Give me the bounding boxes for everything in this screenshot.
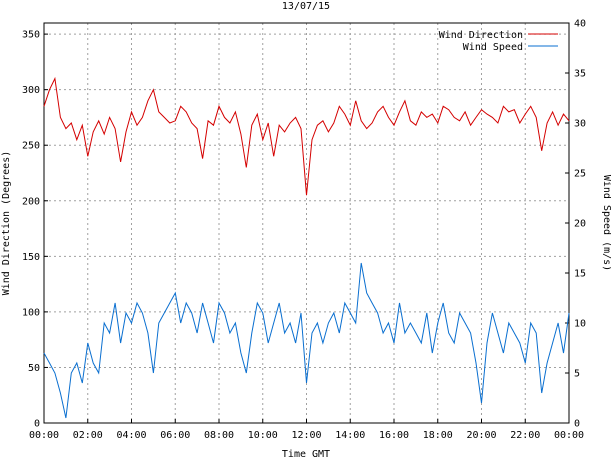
- y-left-tick-label: 250: [22, 141, 40, 152]
- x-tick-label: 10:00: [248, 430, 278, 441]
- x-tick-label: 14:00: [335, 430, 365, 441]
- y-right-tick-label: 25: [574, 169, 586, 180]
- y-left-tick-label: 0: [34, 419, 40, 430]
- legend-label-wind-speed: Wind Speed: [463, 42, 523, 53]
- y-left-tick-label: 150: [22, 252, 40, 263]
- y-left-tick-label: 200: [22, 196, 40, 207]
- grid: [44, 23, 569, 423]
- y-right-tick-label: 20: [574, 219, 586, 230]
- chart-title: 13/07/15: [282, 1, 330, 12]
- x-tick-label: 04:00: [116, 430, 146, 441]
- series-line-wind-direction: [43, 76, 570, 196]
- x-tick-label: 00:00: [29, 430, 59, 441]
- legend-label-wind-direction: Wind Direction: [439, 30, 523, 41]
- y-axis-left: 0 50 100 150 200 250 300 350: [22, 30, 48, 430]
- y-right-tick-label: 5: [574, 369, 580, 380]
- y-right-tick-label: 30: [574, 119, 586, 130]
- y-left-tick-label: 300: [22, 85, 40, 96]
- y-axis-right-label: Wind Speed (m/s): [601, 175, 611, 271]
- x-tick-label: 08:00: [204, 430, 234, 441]
- y-right-tick-label: 10: [574, 319, 586, 330]
- y-right-tick-label: 35: [574, 69, 586, 80]
- y-left-tick-label: 350: [22, 30, 40, 41]
- y-left-tick-label: 100: [22, 307, 40, 318]
- x-tick-label: 00:00: [554, 430, 584, 441]
- y-right-tick-label: 40: [574, 19, 586, 30]
- y-axis-right: 0 5 10 15 20 25 30 35 40: [565, 19, 586, 430]
- x-tick-label: 06:00: [160, 430, 190, 441]
- x-axis-label: Time GMT: [282, 449, 330, 459]
- x-tick-label: 12:00: [291, 430, 321, 441]
- y-right-tick-label: 15: [574, 269, 586, 280]
- x-axis: 00:00 02:00 04:00 06:00 08:00 10:00 12:00 14:00…: [29, 419, 584, 441]
- legend: Wind Direction Wind Speed: [439, 30, 558, 53]
- x-tick-label: 20:00: [466, 430, 496, 441]
- y-axis-left-label: Wind Direction (Degrees): [1, 151, 12, 296]
- x-tick-label: 02:00: [73, 430, 103, 441]
- x-tick-label: 18:00: [423, 430, 453, 441]
- x-tick-label: 22:00: [510, 430, 540, 441]
- series-layer: [43, 76, 570, 419]
- series-line-wind-speed: [43, 262, 570, 419]
- x-tick-label: 16:00: [379, 430, 409, 441]
- y-right-tick-label: 0: [574, 419, 580, 430]
- y-left-tick-label: 50: [28, 363, 40, 374]
